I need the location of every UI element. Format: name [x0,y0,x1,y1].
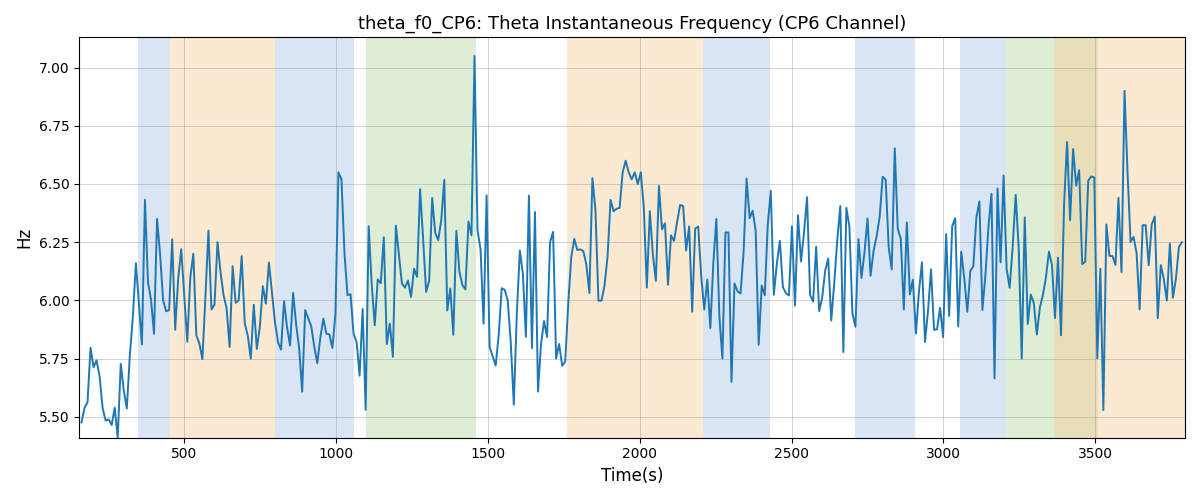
Bar [1006,38,1098,438]
Bar [366,38,475,438]
Bar [1055,38,1186,438]
X-axis label: Time(s): Time(s) [601,467,664,485]
Bar [138,38,170,438]
Bar [960,38,1006,438]
Title: theta_f0_CP6: Theta Instantaneous Frequency (CP6 Channel): theta_f0_CP6: Theta Instantaneous Freque… [358,15,906,34]
Bar [170,38,275,438]
Bar [275,38,354,438]
Bar [566,38,703,438]
Bar [856,38,914,438]
Y-axis label: Hz: Hz [14,227,32,248]
Bar [703,38,770,438]
